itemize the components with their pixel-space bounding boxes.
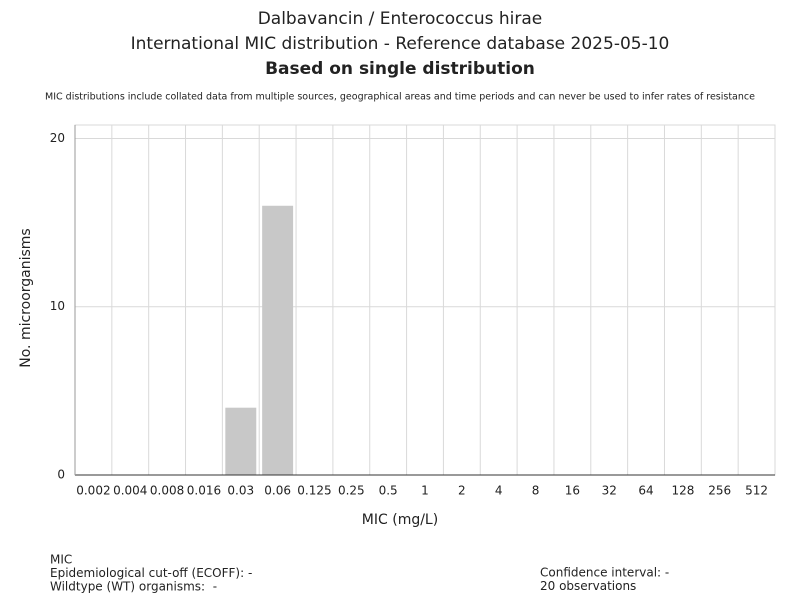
y-axis-label: No. microorganisms [18, 228, 34, 367]
x-axis-label: MIC (mg/L) [362, 512, 438, 528]
chart-heading: Based on single distribution [265, 59, 535, 79]
chart-subtitle: International MIC distribution - Referen… [131, 34, 670, 54]
footer-text: Confidence interval: - [540, 566, 669, 580]
x-tick-label: 0.5 [379, 484, 398, 498]
x-tick-label: 512 [745, 484, 768, 498]
y-tick-label: 0 [57, 468, 65, 482]
chart-title: Dalbavancin / Enterococcus hirae [258, 9, 543, 29]
y-tick-label: 20 [50, 131, 65, 145]
x-tick-label: 16 [565, 484, 580, 498]
x-tick-label: 2 [458, 484, 466, 498]
x-tick-label: 0.004 [113, 484, 147, 498]
footer-text: Wildtype (WT) organisms: - [50, 580, 217, 594]
x-tick-label: 0.016 [187, 484, 221, 498]
x-tick-label: 32 [602, 484, 617, 498]
x-tick-label: 0.125 [297, 484, 331, 498]
x-tick-label: 0.25 [338, 484, 365, 498]
chart-note: MIC distributions include collated data … [45, 92, 755, 103]
x-tick-label: 0.002 [76, 484, 110, 498]
x-tick-label: 256 [708, 484, 731, 498]
x-tick-label: 0.06 [264, 484, 291, 498]
x-tick-label: 64 [638, 484, 653, 498]
footer-text: 20 observations [540, 579, 636, 593]
bar [225, 407, 257, 475]
plot-frame [74, 124, 776, 476]
x-tick-label: 0.03 [227, 484, 254, 498]
bar [262, 205, 294, 475]
x-tick-label: 1 [421, 484, 429, 498]
x-tick-label: 0.008 [150, 484, 184, 498]
x-tick-label: 4 [495, 484, 503, 498]
footer-text: MIC [50, 553, 72, 567]
x-tick-label: 8 [532, 484, 540, 498]
y-tick-label: 10 [50, 299, 65, 313]
x-tick-label: 128 [671, 484, 694, 498]
footer-text: Epidemiological cut-off (ECOFF): - [50, 566, 252, 580]
